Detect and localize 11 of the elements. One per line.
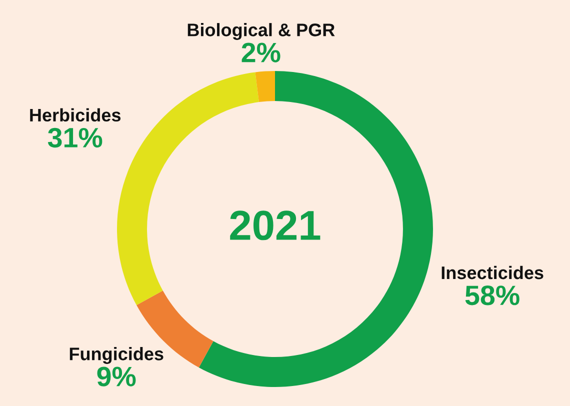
- data-label: 9%: [97, 366, 136, 386]
- donut-slice: [255, 71, 275, 102]
- data-label: 58%: [465, 286, 520, 306]
- slice-label: Biological & PGR: [188, 23, 335, 40]
- data-label: 2%: [242, 42, 280, 62]
- slice-label: Insecticides: [442, 266, 544, 280]
- slice-label: Herbicides: [30, 108, 121, 122]
- slice-label: Fungicides: [70, 347, 164, 364]
- donut-slice: [198, 71, 433, 387]
- text: 2021: [230, 210, 320, 240]
- data-label: 31%: [48, 128, 102, 148]
